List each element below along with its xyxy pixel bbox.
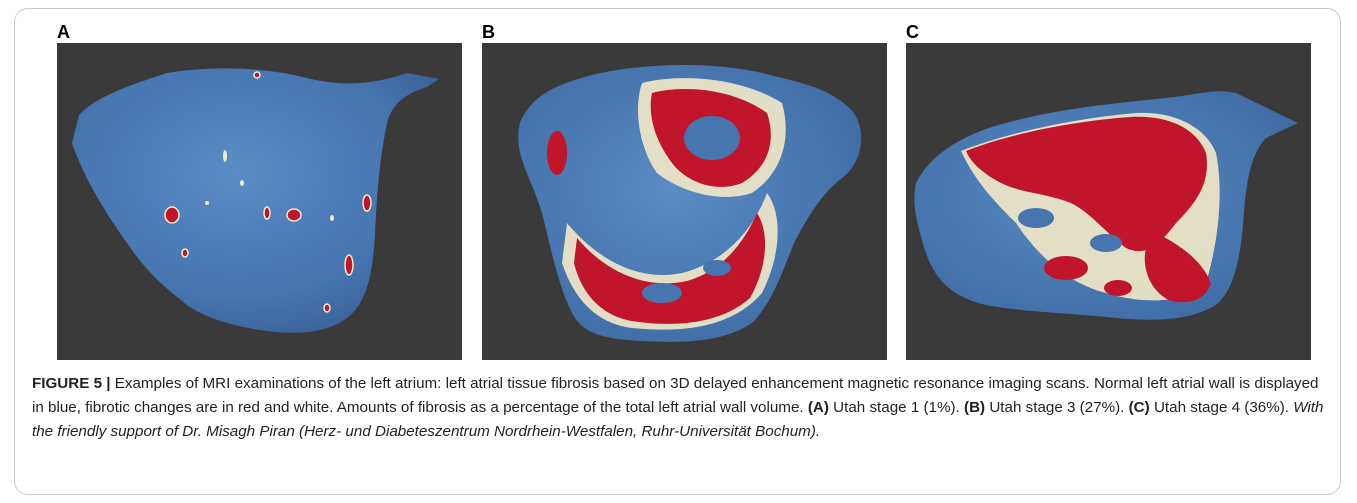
fibrosis-spot xyxy=(330,215,334,221)
normal-tissue-patch xyxy=(642,283,682,303)
fibrosis-spot xyxy=(223,150,227,162)
atrium-render-a xyxy=(72,68,439,333)
fibrosis-spot xyxy=(181,248,189,258)
fibrosis-patch xyxy=(574,213,766,324)
panel-label-c: C xyxy=(906,22,919,42)
fibrosis-spot xyxy=(253,71,261,79)
caption-ref-c: (C) xyxy=(1128,399,1150,416)
fibrosis-patch xyxy=(1104,280,1132,296)
fibrosis-patch xyxy=(1044,256,1088,280)
fibrosis-patch xyxy=(966,116,1207,252)
figure-frame xyxy=(14,8,1341,495)
normal-tissue-patch xyxy=(1018,208,1054,228)
fibrosis-spot xyxy=(240,180,244,186)
panel-c-image xyxy=(906,43,1311,360)
fibrosis-spot xyxy=(362,194,372,212)
caption-acknowledgment: With the friendly support of Dr. Misagh … xyxy=(32,399,1324,440)
atrium-render-c xyxy=(914,91,1298,320)
fibrosis-spot xyxy=(323,303,331,313)
atrium-surface-a xyxy=(72,68,439,333)
panel-label-b: B xyxy=(482,22,495,42)
fibrosis-spot xyxy=(263,206,271,220)
figure-caption: FIGURE 5 | Examples of MRI examinations … xyxy=(32,372,1332,444)
caption-text-c: Utah stage 4 (36%). xyxy=(1149,399,1294,416)
fibrosis-spot xyxy=(286,208,302,222)
caption-ref-b: (B) xyxy=(964,399,986,416)
fibrosis-spot xyxy=(205,201,209,205)
normal-tissue-patch xyxy=(1090,234,1122,252)
caption-text-a: Utah stage 1 (1%). xyxy=(828,399,965,416)
panel-label-a: A xyxy=(57,22,70,42)
atrium-render-b xyxy=(518,64,862,342)
normal-tissue-patch xyxy=(684,116,740,160)
figure-label: FIGURE 5 | xyxy=(32,375,111,392)
panel-a-image xyxy=(57,43,462,360)
caption-text: Examples of MRI examinations of the left… xyxy=(32,375,1319,416)
caption-ref-a: (A) xyxy=(807,399,829,416)
caption-text-b: Utah stage 3 (27%). xyxy=(985,399,1129,416)
normal-tissue-patch xyxy=(703,260,731,276)
fibrosis-patch xyxy=(1144,233,1211,303)
fibrosis-patch xyxy=(547,131,567,175)
fibrosis-spot xyxy=(344,254,354,276)
fibrosis-spot xyxy=(164,206,180,224)
panel-b-image xyxy=(482,43,887,360)
